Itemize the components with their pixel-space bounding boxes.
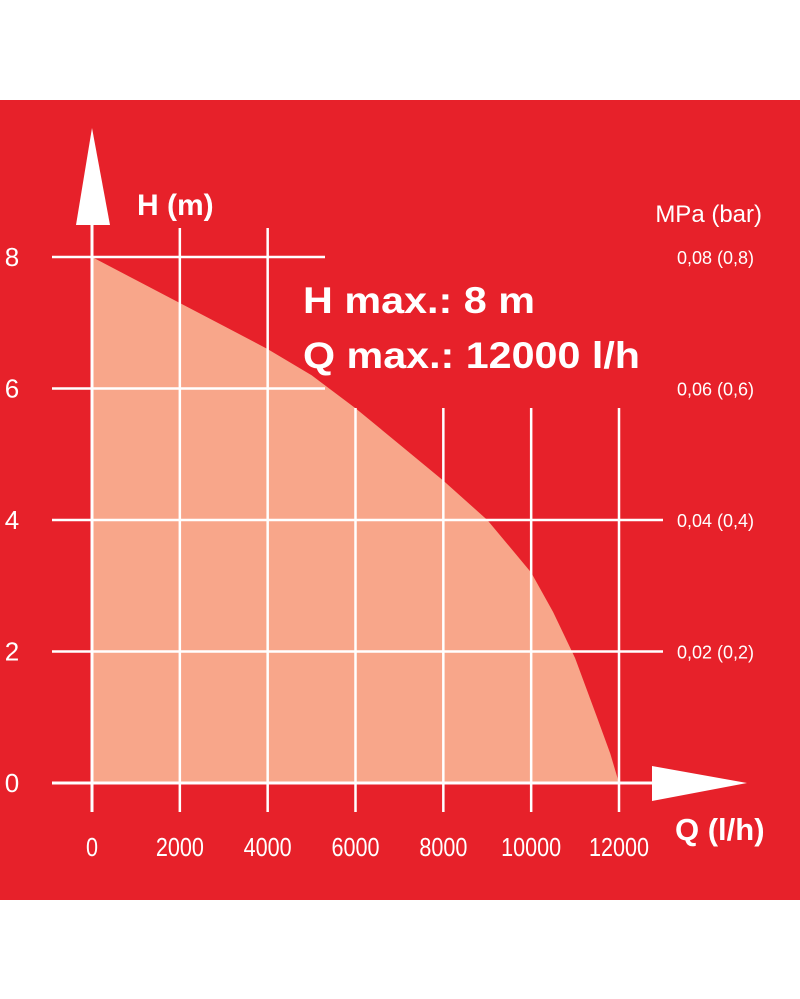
q-max-annotation: Q max.: 12000 l/h	[303, 335, 640, 376]
y-tick-label-4: 4	[5, 505, 19, 535]
grid-lines	[52, 228, 663, 812]
h-max-annotation: H max.: 8 m	[303, 280, 535, 321]
tick-labels: 0 2000 4000 6000 8000 10000 12000 0 2 4 6 8 0,02 (0,…	[5, 242, 754, 862]
y2-tick-label-4: 0,08 (0,8)	[677, 248, 754, 268]
y-tick-label-2: 2	[5, 637, 19, 667]
x-tick-label-12000: 12000	[589, 832, 649, 862]
x-tick-label-2000: 2000	[156, 832, 204, 862]
y-tick-label-8: 8	[5, 242, 19, 272]
y-axis-arrow	[76, 128, 110, 225]
x-axis-arrow	[652, 766, 747, 801]
x-tick-label-4000: 4000	[244, 832, 292, 862]
x-tick-label-8000: 8000	[419, 832, 467, 862]
y2-axis-label: MPa (bar)	[655, 201, 762, 228]
y2-tick-label-1: 0,02 (0,2)	[677, 643, 754, 663]
axes	[52, 128, 747, 812]
y-axis-label: H (m)	[137, 189, 214, 222]
x-tick-label-10000: 10000	[501, 832, 561, 862]
y2-tick-label-3: 0,06 (0,6)	[677, 380, 754, 400]
y-tick-label-0: 0	[5, 768, 19, 798]
y-tick-label-6: 6	[5, 374, 19, 404]
x-tick-label-0: 0	[86, 832, 98, 862]
x-tick-label-6000: 6000	[332, 832, 380, 862]
x-axis-label: Q (l/h)	[675, 812, 765, 847]
y2-tick-label-2: 0,04 (0,4)	[677, 511, 754, 531]
